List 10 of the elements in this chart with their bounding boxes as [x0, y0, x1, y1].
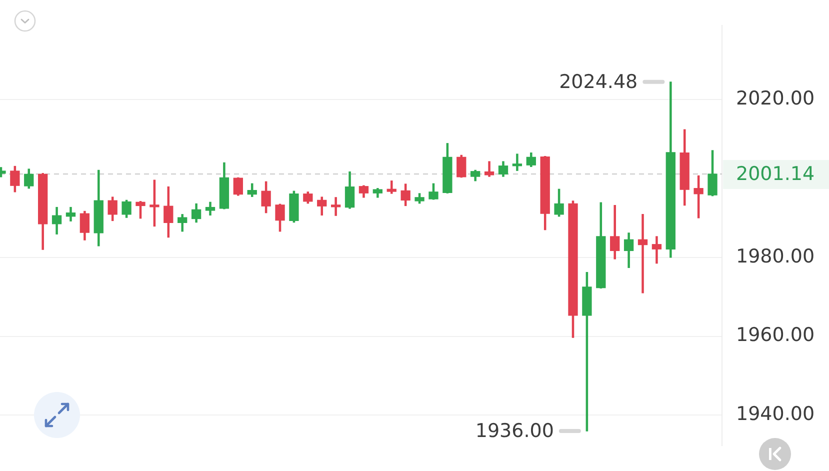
- y-tick-label: 1980.00: [736, 245, 815, 268]
- candlestick: [512, 154, 522, 171]
- annotation: 1936.00: [475, 420, 554, 442]
- candlestick: [638, 214, 648, 294]
- candlestick: [330, 197, 341, 216]
- annotation: 2024.48: [559, 70, 638, 93]
- ref-line-label: 2001.14: [736, 162, 815, 185]
- y-tick-label: 1960.00: [736, 324, 815, 346]
- y-tick-label: 1940.00: [736, 403, 815, 426]
- y-tick-label: 2020.00: [736, 88, 815, 110]
